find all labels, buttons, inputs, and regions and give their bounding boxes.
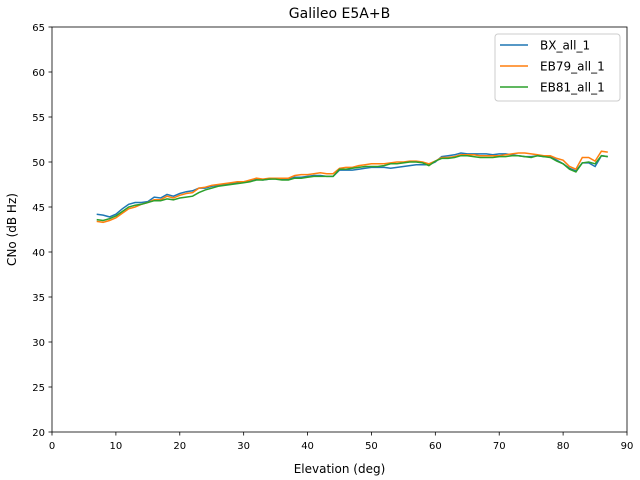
x-tick-label: 50 xyxy=(365,441,378,452)
x-tick-label: 90 xyxy=(621,441,634,452)
x-axis: 0 10 20 30 40 50 60 70 80 90 xyxy=(49,432,634,452)
legend: BX_all_1 EB79_all_1 EB81_all_1 xyxy=(494,33,621,102)
plot-frame xyxy=(51,26,628,433)
series-line-BX_all_1 xyxy=(96,152,608,218)
x-axis-label: Elevation (deg) xyxy=(294,462,386,476)
x-tick-label: 70 xyxy=(493,441,506,452)
chart-title: Galileo E5A+B xyxy=(289,6,390,22)
y-tick-label: 60 xyxy=(32,68,45,79)
legend-label: EB79_all_1 xyxy=(540,60,605,74)
x-tick-label: 80 xyxy=(557,441,570,452)
y-tick-label: 40 xyxy=(32,248,45,259)
legend-label: EB81_all_1 xyxy=(540,81,605,95)
y-tick-label: 30 xyxy=(32,338,45,349)
x-tick-label: 0 xyxy=(49,441,55,452)
series-line-EB79_all_1 xyxy=(96,150,608,224)
x-tick-label: 30 xyxy=(237,441,250,452)
series-line-EB81_all_1 xyxy=(96,154,608,222)
legend-label: BX_all_1 xyxy=(540,39,590,53)
plot-area xyxy=(51,26,628,433)
x-tick-label: 40 xyxy=(301,441,314,452)
y-tick-label: 35 xyxy=(32,293,45,304)
y-tick-label: 25 xyxy=(32,383,45,394)
y-tick-label: 45 xyxy=(32,203,45,214)
y-tick-label: 65 xyxy=(32,23,45,34)
legend-box xyxy=(494,33,621,102)
x-tick-label: 60 xyxy=(429,441,442,452)
y-axis-label: CNo (dB Hz) xyxy=(5,193,19,266)
y-tick-label: 50 xyxy=(32,158,45,169)
y-tick-label: 55 xyxy=(32,113,45,124)
x-tick-label: 10 xyxy=(110,441,123,452)
y-tick-label: 20 xyxy=(32,428,45,439)
y-axis: 20 25 30 35 40 45 50 55 60 65 xyxy=(32,23,52,439)
x-tick-label: 20 xyxy=(173,441,186,452)
